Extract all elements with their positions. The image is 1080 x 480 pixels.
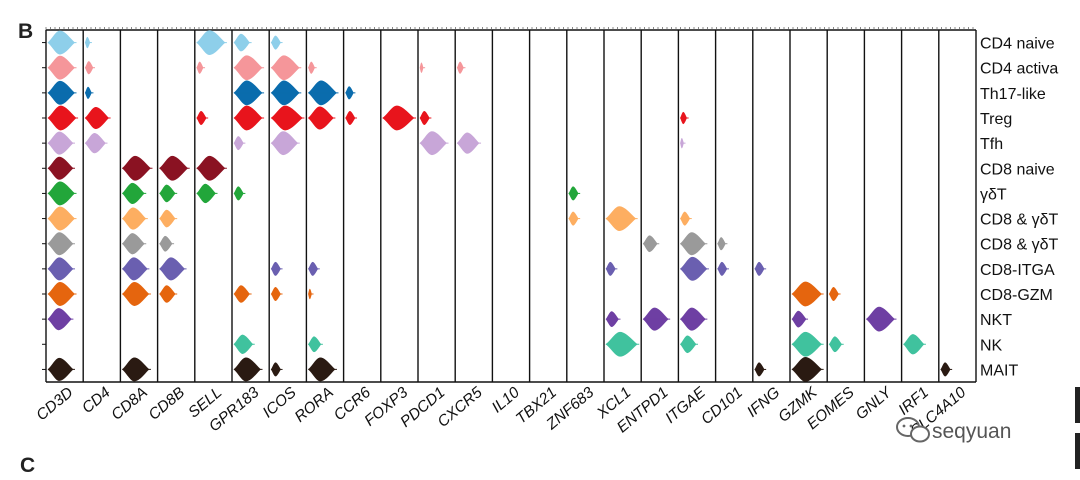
cluster-label: Th17-like	[980, 86, 1046, 103]
gene-label: GNLY	[853, 383, 896, 423]
panel-letter-b: B	[18, 20, 33, 43]
dark-edge-mark	[1075, 433, 1080, 469]
wechat-icon	[896, 417, 930, 443]
cluster-label: CD8 & γδT	[980, 212, 1058, 229]
cluster-label: NK	[980, 337, 1003, 354]
cluster-label: NKT	[980, 312, 1012, 329]
watermark-text: seqyuan	[932, 420, 1011, 443]
cluster-label: MAIT	[980, 362, 1018, 379]
gene-label: CD101	[698, 384, 746, 428]
gene-label: RORA	[292, 384, 337, 426]
cluster-label: CD4 naive	[980, 36, 1055, 53]
violin-marks	[47, 30, 953, 382]
cluster-label: Tfh	[980, 136, 1003, 153]
gene-axis-labels: CD3D CD4CD8ACD8BSELLGPR183ICOSRORACCR6FOX…	[33, 383, 969, 440]
gene-label: CD3D	[33, 384, 76, 424]
gene-label: CD8A	[108, 384, 151, 424]
cluster-label: CD8-ITGA	[980, 262, 1055, 279]
dark-edge-mark	[1075, 387, 1080, 423]
cluster-label: CD8 & γδT	[980, 237, 1058, 254]
cluster-label: γδT	[980, 186, 1007, 203]
cluster-label: CD8-GZM	[980, 287, 1053, 304]
cluster-label: CD8 naive	[980, 161, 1055, 178]
panel-letter-c: C	[20, 454, 35, 477]
cluster-label: Treg	[980, 111, 1012, 128]
cluster-labels: CD4 naive CD4 activa Th17-like Treg Tfh CD8 n…	[980, 36, 1058, 380]
cluster-label: CD4 activa	[980, 61, 1058, 78]
watermark: seqyuan	[896, 417, 1011, 443]
violin-grid	[42, 27, 977, 383]
gene-label: CD8B	[145, 384, 188, 424]
